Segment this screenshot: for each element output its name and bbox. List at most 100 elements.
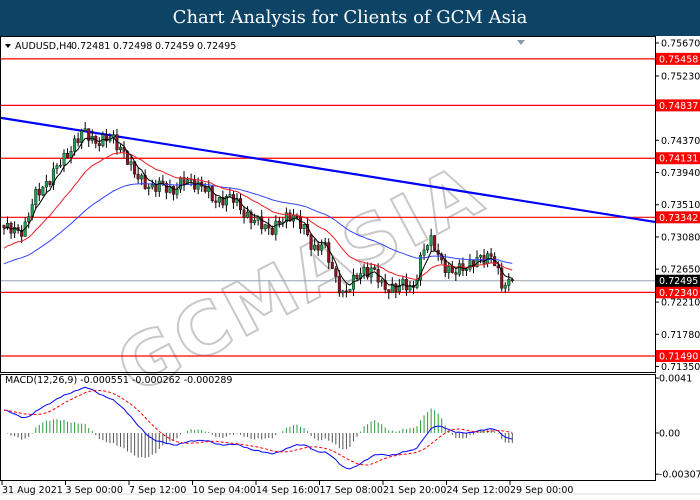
bull-candle bbox=[468, 260, 472, 270]
bear-candle bbox=[242, 209, 246, 218]
bear-candle bbox=[20, 230, 24, 237]
bull-candle bbox=[150, 184, 154, 188]
price-tick-label: 0.73080 bbox=[661, 232, 700, 243]
bull-candle bbox=[196, 181, 200, 190]
bear-candle bbox=[404, 279, 408, 291]
bear-candle bbox=[136, 173, 140, 180]
macd-tick-label: 0.0041 bbox=[659, 374, 692, 385]
price-tick-label: 0.72210 bbox=[661, 298, 700, 309]
bull-candle bbox=[422, 249, 426, 256]
bull-candle bbox=[362, 267, 366, 274]
level-price-label: 0.72340 bbox=[659, 288, 698, 299]
bull-candle bbox=[302, 223, 306, 229]
bull-candle bbox=[284, 212, 288, 223]
ma-mid-line bbox=[3, 152, 513, 280]
bull-candle bbox=[73, 138, 77, 152]
level-price-badge bbox=[656, 152, 700, 165]
bull-candle bbox=[479, 255, 483, 258]
current-price-badge bbox=[656, 274, 700, 287]
bull-candle bbox=[320, 244, 324, 251]
bull-candle bbox=[55, 165, 59, 169]
bear-candle bbox=[387, 289, 391, 293]
price-tick-label: 0.75230 bbox=[661, 71, 700, 82]
price-tick-label: 0.74370 bbox=[661, 136, 700, 147]
ma-slow-line bbox=[3, 183, 513, 265]
bull-candle bbox=[341, 290, 345, 294]
bull-candle bbox=[41, 186, 45, 196]
bull-candle bbox=[44, 181, 48, 188]
bear-candle bbox=[299, 216, 303, 229]
level-price-label: 0.74131 bbox=[659, 154, 698, 165]
bull-candle bbox=[390, 283, 394, 293]
bull-candle bbox=[80, 130, 84, 143]
price-tick-label: 0.71780 bbox=[661, 330, 700, 341]
ohlc-low: 0.72459 bbox=[155, 41, 194, 52]
bear-candle bbox=[373, 267, 377, 270]
bear-candle bbox=[221, 196, 225, 206]
bear-candle bbox=[355, 275, 359, 279]
bull-candle bbox=[62, 153, 66, 166]
time-tick-label: 14 Sep 16:00 bbox=[256, 485, 319, 496]
level-price-label: 0.73342 bbox=[659, 213, 698, 224]
bear-candle bbox=[270, 228, 274, 235]
price-tick-label: 0.73510 bbox=[661, 200, 700, 211]
level-price-badge bbox=[656, 349, 700, 362]
moving-averages bbox=[3, 136, 513, 288]
level-price-label: 0.74837 bbox=[659, 101, 698, 112]
price-tick-label: 0.73940 bbox=[661, 168, 700, 179]
bear-candle bbox=[2, 224, 6, 229]
bull-candle bbox=[503, 285, 507, 289]
bear-candle bbox=[104, 134, 108, 142]
dropdown-triangle-icon[interactable] bbox=[5, 44, 11, 48]
bull-candle bbox=[426, 245, 430, 251]
bull-candle bbox=[51, 168, 55, 185]
bull-candle bbox=[147, 186, 151, 189]
bull-candle bbox=[313, 244, 317, 250]
bull-candle bbox=[419, 254, 423, 281]
bear-candle bbox=[316, 244, 320, 251]
macd-signal-line bbox=[3, 390, 513, 466]
macd-tick-label: -0.00307 bbox=[659, 470, 700, 481]
macd-pane-frame bbox=[0, 374, 656, 481]
time-tick-label: 3 Sep 00:00 bbox=[66, 485, 123, 496]
bull-candle bbox=[27, 216, 31, 223]
bear-candle bbox=[288, 212, 292, 222]
price-tick-label: 0.75670 bbox=[661, 39, 700, 50]
bear-candle bbox=[277, 220, 281, 224]
ma-fast-line bbox=[3, 136, 513, 288]
bull-candle bbox=[175, 188, 179, 195]
chart-shift-marker-icon[interactable] bbox=[517, 40, 525, 45]
bull-candle bbox=[401, 279, 405, 286]
symbol-header: AUDUSD,H4 0.72481 0.72498 0.72459 0.7249… bbox=[5, 41, 236, 52]
bull-candle bbox=[274, 220, 278, 235]
bull-candle bbox=[189, 179, 193, 181]
level-price-label: 0.75458 bbox=[659, 54, 698, 65]
level-price-badge bbox=[656, 99, 700, 112]
bear-candle bbox=[97, 143, 101, 146]
time-tick-label: 17 Sep 08:00 bbox=[320, 485, 383, 496]
bull-candle bbox=[228, 194, 232, 197]
bear-candle bbox=[154, 184, 158, 192]
bear-candle bbox=[171, 185, 175, 195]
bear-candle bbox=[337, 276, 341, 294]
bear-candle bbox=[260, 216, 264, 230]
bull-candle bbox=[83, 128, 87, 131]
symbol-label: AUDUSD,H4 bbox=[15, 41, 72, 52]
bull-candle bbox=[118, 147, 122, 151]
main-pane-frame bbox=[0, 36, 656, 373]
macd-main-line bbox=[3, 386, 513, 470]
bear-candle bbox=[394, 283, 398, 292]
bull-candle bbox=[157, 180, 161, 192]
ohlc-open: 0.72481 bbox=[71, 41, 110, 52]
current-price-label: 0.72495 bbox=[659, 276, 698, 287]
bull-candle bbox=[224, 196, 228, 206]
ohlc-close: 0.72495 bbox=[197, 41, 236, 52]
bear-candle bbox=[366, 267, 370, 278]
bear-candle bbox=[510, 279, 514, 281]
level-price-label: 0.71490 bbox=[659, 351, 698, 362]
bear-candle bbox=[164, 183, 168, 193]
time-tick-label: 21 Sep 20:00 bbox=[383, 485, 446, 496]
bull-candle bbox=[69, 151, 73, 158]
bear-candle bbox=[309, 234, 313, 250]
